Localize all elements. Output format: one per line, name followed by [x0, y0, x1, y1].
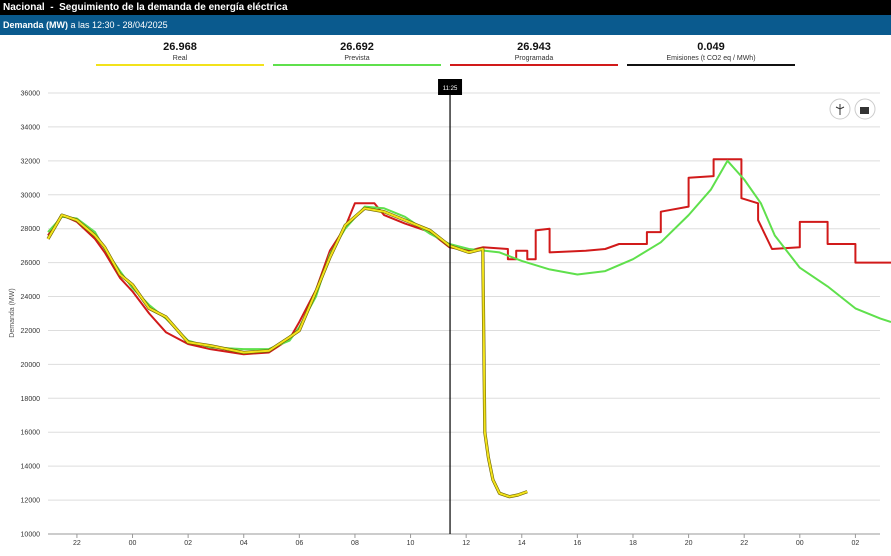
- y-tick-label: 28000: [21, 226, 41, 233]
- wind-icon: [835, 104, 845, 115]
- factory-icon: [860, 107, 869, 114]
- x-tick-label: 14: [518, 540, 526, 547]
- x-tick-label: 18: [629, 540, 637, 547]
- y-tick-label: 22000: [21, 328, 41, 335]
- x-tick-label: 22: [73, 540, 81, 547]
- x-tick-label: 16: [573, 540, 581, 547]
- header-title: Nacional - Seguimiento de la demanda de …: [0, 0, 891, 15]
- stat-label: Prevista: [344, 55, 369, 62]
- subheader-time: a las 12:30 - 28/04/2025: [70, 20, 168, 30]
- subheader-title: Demanda (MW): [3, 20, 68, 30]
- stat-label: Emisiones (t CO2 eq / MWh): [666, 55, 755, 62]
- y-tick-label: 34000: [21, 124, 41, 131]
- y-tick-label: 24000: [21, 294, 41, 301]
- x-tick-label: 20: [685, 540, 693, 547]
- y-tick-label: 36000: [21, 91, 41, 98]
- y-tick-label: 18000: [21, 396, 41, 403]
- subheader: Demanda (MW) a las 12:30 - 28/04/2025: [0, 15, 891, 35]
- time-marker-box: [438, 79, 463, 95]
- series-line: [47, 207, 528, 498]
- chart: Demanda (MW) 26.968 Real 26.692 Prevista 26.…: [9, 41, 891, 547]
- x-tick-label: 10: [407, 540, 415, 547]
- stat-value: 26.692: [340, 41, 374, 53]
- series-line: [47, 158, 891, 356]
- stat-value: 0.049: [697, 41, 725, 53]
- y-tick-label: 12000: [21, 498, 41, 505]
- time-marker-label: 11:25: [443, 86, 458, 92]
- y-tick-label: 30000: [21, 192, 41, 199]
- x-tick-label: 06: [295, 540, 303, 547]
- stat-value: 26.943: [517, 41, 551, 53]
- stat-label: Real: [173, 55, 188, 62]
- y-tick-label: 14000: [21, 464, 41, 471]
- y-tick-label: 26000: [21, 260, 41, 267]
- x-tick-label: 00: [129, 540, 137, 547]
- stat-value: 26.968: [163, 41, 197, 53]
- y-tick-label: 10000: [21, 532, 41, 539]
- x-tick-label: 02: [184, 540, 192, 547]
- y-tick-label: 20000: [21, 362, 41, 369]
- y-tick-label: 32000: [21, 158, 41, 165]
- x-tick-label: 22: [740, 540, 748, 547]
- x-tick-label: 00: [796, 540, 804, 547]
- x-tick-label: 12: [462, 540, 470, 547]
- line-outline: [46, 206, 528, 499]
- stat-label: Programada: [515, 55, 554, 62]
- series-line: [47, 159, 891, 351]
- x-tick-label: 08: [351, 540, 359, 547]
- y-tick-label: 16000: [21, 430, 41, 437]
- y-axis-label: Demanda (MW): [9, 288, 16, 337]
- tool-buttons: [829, 98, 876, 120]
- x-tick-label: 04: [240, 540, 248, 547]
- x-tick-label: 02: [852, 540, 860, 547]
